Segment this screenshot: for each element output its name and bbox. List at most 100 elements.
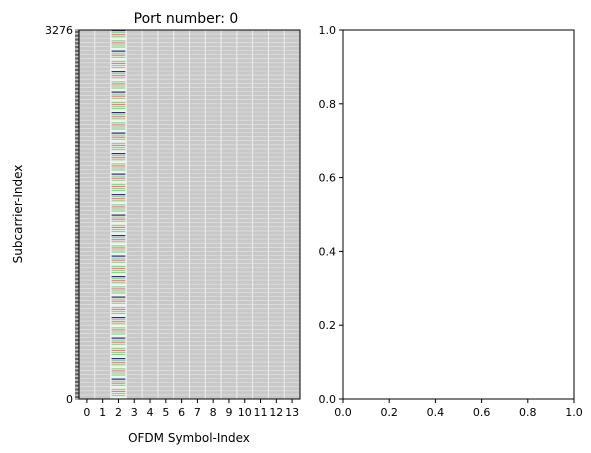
pilot-cell — [111, 294, 126, 296]
pilot-cell — [111, 249, 126, 251]
pilot-cell — [111, 335, 126, 337]
pilot-cell — [111, 343, 126, 345]
pilot-cell — [111, 114, 126, 116]
pilot-cell — [111, 396, 126, 399]
pilot-cell — [111, 169, 126, 171]
pilot-cell — [111, 224, 126, 226]
pilot-cell — [111, 157, 126, 159]
pilot-cell — [111, 46, 126, 48]
pilot-cell — [111, 333, 126, 335]
pilot-cell — [111, 239, 126, 241]
pilot-cell — [111, 161, 126, 163]
pilot-cell — [111, 173, 126, 175]
pilot-cell — [111, 222, 126, 224]
pilot-cell — [111, 263, 126, 265]
pilot-cell — [111, 91, 126, 93]
pilot-cell — [111, 245, 126, 247]
pilot-cell — [111, 345, 126, 347]
pilot-cell — [111, 360, 126, 362]
pilot-cell — [111, 36, 126, 38]
pilot-cell — [111, 146, 126, 149]
pilot-cell — [111, 118, 126, 120]
pilot-cell — [111, 204, 126, 206]
pilot-cell — [111, 376, 126, 378]
x-tick-label: 3 — [131, 406, 138, 419]
pilot-cell — [111, 220, 126, 222]
pilot-cell — [111, 243, 126, 245]
pilot-cell — [111, 101, 126, 103]
pilot-cell — [111, 165, 126, 167]
x-tick-label: 10 — [238, 406, 252, 419]
pilot-cell — [111, 390, 126, 393]
resource-grid-panel: Port number: 0 0 1 2 3 4 5 6 7 8 9 10 11 12 13 03276 … — [11, 11, 301, 445]
pilot-cell — [111, 288, 126, 290]
pilot-cell — [111, 384, 126, 386]
pilot-cell — [111, 97, 126, 99]
pilot-cell — [111, 306, 126, 308]
pilot-cell — [111, 155, 126, 157]
pilot-cell — [111, 235, 126, 237]
pilot-cell — [111, 312, 126, 315]
x-tick-label: 8 — [210, 406, 217, 419]
pilot-cell — [111, 77, 126, 79]
pilot-cell — [111, 30, 126, 32]
empty-axes-panel: 0.0 0.2 0.4 0.6 0.8 1.0 0.0 0.2 0.4 0.6 0.8 1.0 — [319, 24, 583, 419]
pilot-cell — [111, 185, 126, 188]
x-tick-label: 2 — [115, 406, 122, 419]
pilot-cell — [111, 62, 126, 65]
x-tick-label: 1.0 — [565, 406, 583, 419]
pilot-cell — [111, 232, 126, 235]
x-tick-label: 7 — [194, 406, 201, 419]
y-tick-label: 1.0 — [319, 24, 337, 37]
pilot-cell — [111, 351, 126, 354]
x-tick-label: 0.2 — [380, 406, 398, 419]
pilot-cell — [111, 48, 126, 50]
x-tick-label: 0.8 — [519, 406, 537, 419]
pilot-cell — [111, 38, 126, 40]
pilot-cell — [111, 126, 126, 128]
pilot-cell — [111, 247, 126, 249]
pilot-cell — [111, 282, 126, 284]
x-tick-label: 5 — [162, 406, 169, 419]
pilot-cell — [111, 148, 126, 151]
pilot-cell — [111, 362, 126, 364]
pilot-cell — [111, 364, 126, 366]
pilot-cell — [111, 42, 126, 44]
pilot-cell — [111, 140, 126, 142]
pilot-cell — [111, 81, 126, 83]
pilot-cell — [111, 64, 126, 67]
pilot-cell — [111, 353, 126, 356]
empty-plot-frame — [342, 29, 575, 400]
pilot-cell — [111, 159, 126, 161]
pilot-cell — [111, 392, 126, 395]
y-axis-label: Subcarrier-Index — [11, 165, 25, 264]
x-tick-label: 13 — [285, 406, 299, 419]
pilot-cell — [111, 206, 126, 208]
pilot-cell — [111, 214, 126, 216]
pilot-cell — [111, 327, 126, 329]
pilot-cell — [111, 50, 126, 52]
pilot-cell — [111, 103, 126, 106]
pilot-cell — [111, 191, 126, 194]
pilot-cell — [111, 208, 126, 210]
y-tick-label: 0.4 — [319, 245, 337, 258]
pilot-cell — [111, 355, 126, 358]
x-axis-ticks: 0 1 2 3 4 5 6 7 8 9 10 11 12 13 — [83, 399, 299, 419]
pilot-cell — [111, 374, 126, 376]
pilot-cell — [111, 380, 126, 382]
pilot-cell — [111, 95, 126, 97]
pilot-cell — [111, 321, 126, 323]
pilot-cell — [111, 142, 126, 144]
chart-title: Port number: 0 — [134, 11, 239, 27]
pilot-cell — [111, 310, 126, 313]
pilot-cell — [111, 382, 126, 384]
pilot-cell — [111, 196, 126, 198]
pilot-cell — [111, 237, 126, 239]
pilot-cell — [111, 269, 126, 272]
pilot-cell — [111, 124, 126, 126]
pilot-cell — [111, 251, 126, 253]
pilot-cell — [111, 347, 126, 349]
pilot-cell — [111, 112, 126, 114]
pilot-cell — [111, 394, 126, 397]
